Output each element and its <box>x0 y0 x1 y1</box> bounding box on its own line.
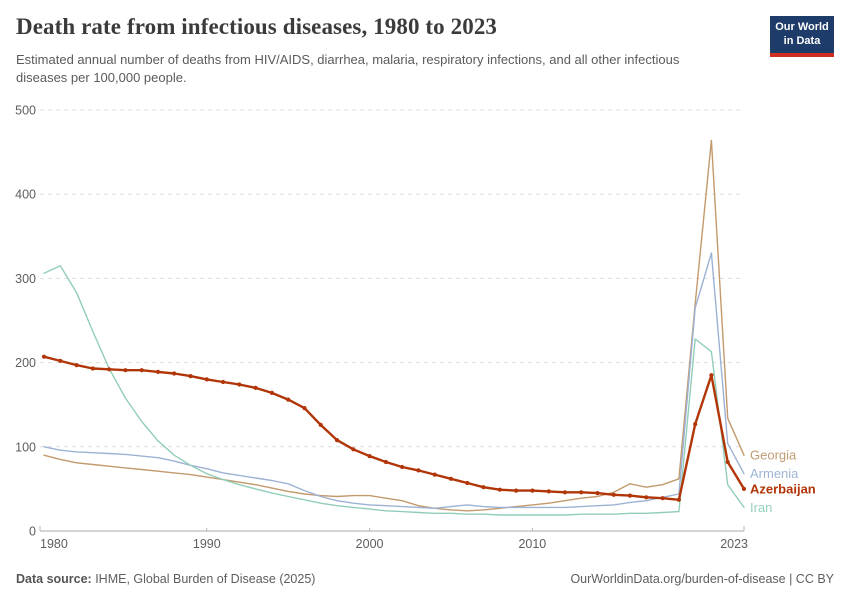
series-label-georgia[interactable]: Georgia <box>750 448 797 463</box>
y-tick-label: 300 <box>15 272 36 286</box>
series-point-azerbaijan[interactable] <box>709 373 714 378</box>
series-point-azerbaijan[interactable] <box>74 363 79 368</box>
series-label-azerbaijan[interactable]: Azerbaijan <box>750 481 816 496</box>
series-line-azerbaijan[interactable] <box>42 355 746 501</box>
series-point-azerbaijan[interactable] <box>351 447 356 452</box>
series-point-azerbaijan[interactable] <box>432 472 437 477</box>
owid-logo-line2: in Data <box>783 34 821 47</box>
series-label-armenia[interactable]: Armenia <box>750 466 799 481</box>
series-point-azerbaijan[interactable] <box>465 480 470 486</box>
series-point-azerbaijan[interactable] <box>579 490 584 495</box>
series-point-azerbaijan[interactable] <box>221 379 226 385</box>
credit-link[interactable]: OurWorldinData.org/burden-of-disease | C… <box>570 572 834 586</box>
series-point-azerbaijan[interactable] <box>644 495 649 500</box>
series-point-azerbaijan[interactable] <box>155 369 161 374</box>
owid-logo-line1: Our World <box>775 21 829 33</box>
series-point-azerbaijan[interactable] <box>611 492 616 497</box>
series-point-azerbaijan[interactable] <box>383 459 388 465</box>
series-point-azerbaijan[interactable] <box>497 487 502 492</box>
series-point-azerbaijan[interactable] <box>237 382 242 387</box>
series-point-azerbaijan[interactable] <box>530 488 535 493</box>
series-point-azerbaijan[interactable] <box>514 488 519 493</box>
series-point-azerbaijan[interactable] <box>90 366 95 371</box>
series-point-azerbaijan[interactable] <box>546 489 551 494</box>
series-point-azerbaijan[interactable] <box>269 390 274 395</box>
series-point-azerbaijan[interactable] <box>627 493 633 498</box>
x-tick-label: 2000 <box>356 537 384 551</box>
series-point-azerbaijan[interactable] <box>286 397 291 402</box>
series-point-azerbaijan[interactable] <box>334 438 340 443</box>
series-line-armenia[interactable] <box>43 252 745 509</box>
series-point-azerbaijan[interactable] <box>172 371 177 376</box>
series-point-azerbaijan[interactable] <box>448 476 454 481</box>
series-label-iran[interactable]: Iran <box>750 500 772 515</box>
x-tick-label: 1990 <box>193 537 221 551</box>
series-point-azerbaijan[interactable] <box>204 377 209 382</box>
series-line-iran[interactable] <box>43 265 745 516</box>
chart-footer: Data source: IHME, Global Burden of Dise… <box>16 572 834 586</box>
series-point-azerbaijan[interactable] <box>367 454 372 459</box>
x-tick-label: 2023 <box>720 537 748 551</box>
owid-logo-stripe <box>770 52 834 57</box>
series-point-azerbaijan[interactable] <box>253 385 258 390</box>
series-point-azerbaijan[interactable] <box>693 422 698 427</box>
chart-subtitle: Estimated annual number of deaths from H… <box>16 52 680 86</box>
series-point-azerbaijan[interactable] <box>188 374 193 379</box>
y-tick-label: 100 <box>15 440 36 454</box>
x-tick-label: 1980 <box>40 537 68 551</box>
y-tick-label: 400 <box>15 188 36 202</box>
series-point-azerbaijan[interactable] <box>318 422 323 427</box>
series-point-azerbaijan[interactable] <box>41 354 47 359</box>
series-point-azerbaijan[interactable] <box>400 464 405 470</box>
y-tick-label: 500 <box>15 104 36 118</box>
series-point-azerbaijan[interactable] <box>595 491 600 496</box>
data-source-label: Data source: <box>16 572 92 586</box>
owid-logo[interactable]: Our World in Data <box>770 16 834 57</box>
series-point-azerbaijan[interactable] <box>676 497 682 502</box>
series-point-azerbaijan[interactable] <box>562 490 568 495</box>
series-point-azerbaijan[interactable] <box>107 367 112 372</box>
y-tick-label: 200 <box>15 356 36 370</box>
y-tick-label: 0 <box>29 525 36 539</box>
series-line-georgia[interactable] <box>43 139 745 512</box>
series-point-azerbaijan[interactable] <box>302 406 307 411</box>
owid-logo-text: Our World in Data <box>770 16 834 53</box>
series-point-azerbaijan[interactable] <box>725 459 730 465</box>
data-source: Data source: IHME, Global Burden of Dise… <box>16 572 315 586</box>
series-point-azerbaijan[interactable] <box>660 496 665 501</box>
series-point-azerbaijan[interactable] <box>741 486 747 491</box>
x-tick-label: 2010 <box>518 537 546 551</box>
series-point-azerbaijan[interactable] <box>416 468 421 473</box>
series-point-azerbaijan[interactable] <box>139 368 144 373</box>
series-point-azerbaijan[interactable] <box>481 485 486 490</box>
data-source-text: IHME, Global Burden of Disease (2025) <box>91 572 316 586</box>
chart-title: Death rate from infectious diseases, 198… <box>16 14 498 39</box>
series-point-azerbaijan[interactable] <box>123 368 128 373</box>
series-point-azerbaijan[interactable] <box>58 358 63 363</box>
